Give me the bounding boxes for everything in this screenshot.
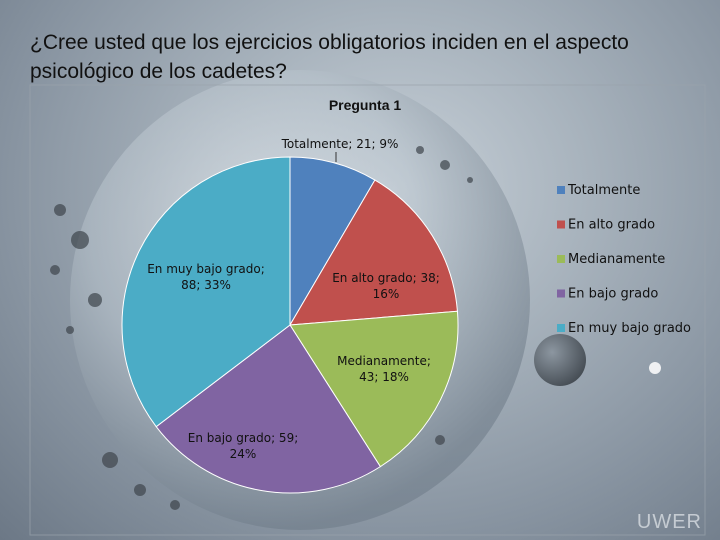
pie-slice-en-bajo-grado [155,324,382,494]
legend-label-en-bajo-grado: En bajo grado [568,287,658,302]
legend-swatch-totalmente [557,186,565,194]
data-label-totalmente: Totalmente; 21; 9% [281,137,399,151]
pie-slice-medianamente [289,310,459,468]
legend-label-medianamente: Medianamente [568,252,665,267]
watermark-logo: UWER [636,511,702,533]
legend-label-en-muy-bajo-grado: En muy bajo grado [568,321,691,336]
chart-frame [29,84,706,536]
asteroid-field [50,146,473,510]
data-label-medianamente: Medianamente; 43; 18% [337,354,431,384]
pie-slice-en-muy-bajo-grado [121,156,291,428]
legend-swatch-en-bajo-grado [557,289,565,298]
pie-slice-en-alto-grado [289,179,458,326]
chart-title: Pregunta 1 [329,97,402,113]
data-label-en-alto-grado: En alto grado; 38; 16% [332,271,440,301]
legend-swatch-medianamente [557,255,565,263]
legend-label-en-alto-grado: En alto grado [568,218,655,233]
pie-slice-totalmente [289,156,376,327]
legend-swatch-en-muy-bajo-grado [557,324,565,332]
star-shape [649,362,661,374]
data-label-en-bajo-grado: En bajo grado; 59; 24% [188,431,299,461]
moon-shape [534,334,586,386]
legend-swatch-en-alto-grado [557,220,565,229]
data-label-en-muy-bajo-grado: En muy bajo grado; 88; 33% [147,262,265,292]
slide-title: ¿Cree usted que los ejercicios obligator… [30,31,629,83]
legend-label-totalmente: Totalmente [567,183,640,198]
